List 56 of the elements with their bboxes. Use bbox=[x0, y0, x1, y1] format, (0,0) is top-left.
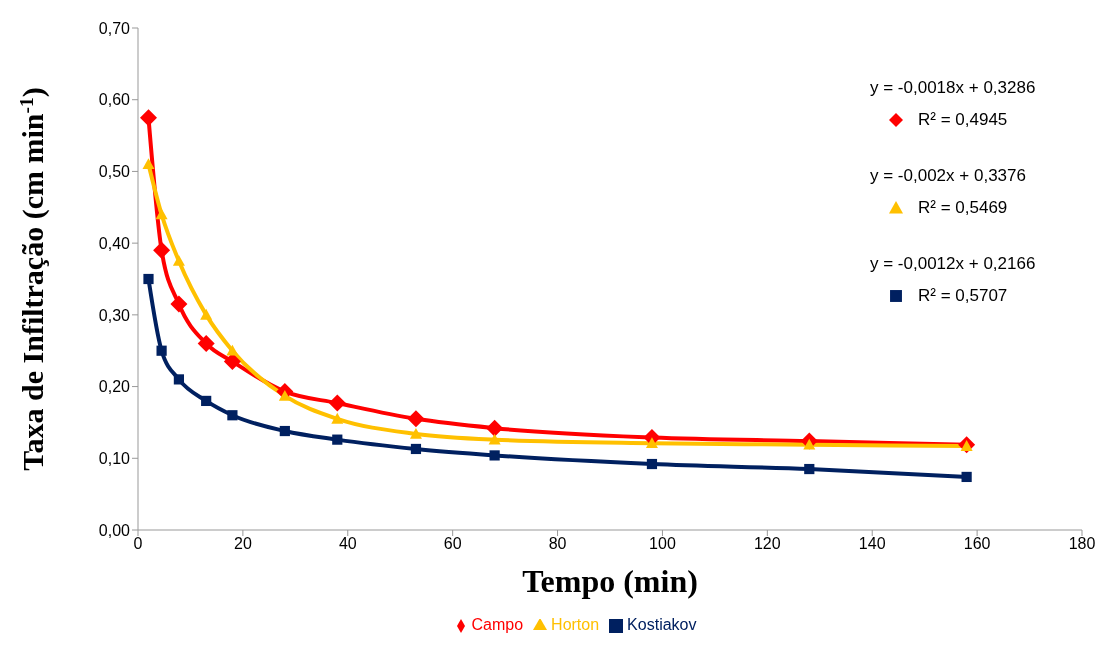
point bbox=[410, 443, 422, 455]
y-tick-label: 0,30 bbox=[98, 306, 131, 324]
point bbox=[279, 425, 290, 437]
point bbox=[155, 208, 168, 220]
y-tick-label: 0,00 bbox=[98, 521, 131, 539]
point bbox=[226, 344, 239, 356]
point bbox=[804, 463, 815, 475]
point bbox=[409, 427, 422, 439]
point bbox=[172, 255, 185, 266]
point bbox=[143, 273, 154, 285]
point bbox=[488, 433, 501, 445]
y-tick-label: 0,70 bbox=[98, 19, 131, 37]
legend-label: Horton bbox=[551, 616, 600, 633]
point bbox=[153, 241, 171, 259]
x-axis-title: Tempo (min) bbox=[522, 563, 698, 599]
point bbox=[407, 410, 425, 428]
point bbox=[332, 434, 343, 445]
annotation: y = -0,0018x + 0,3286 bbox=[870, 78, 1036, 98]
x-tick-label: 80 bbox=[548, 535, 567, 553]
x-tick-label: 140 bbox=[858, 535, 886, 553]
x-tick-label: 40 bbox=[338, 535, 357, 553]
point bbox=[201, 395, 212, 407]
point bbox=[197, 335, 215, 353]
point bbox=[200, 308, 213, 320]
y-tick-label: 0,50 bbox=[98, 163, 131, 181]
x-tick-label: 120 bbox=[753, 535, 781, 553]
y-tick-label: 0,10 bbox=[98, 449, 131, 467]
point bbox=[486, 419, 504, 437]
point bbox=[227, 410, 238, 421]
annotation: y = -0,002x + 0,3376 bbox=[870, 166, 1026, 186]
point bbox=[645, 437, 658, 449]
point bbox=[142, 158, 155, 170]
x-tick-label: 60 bbox=[443, 535, 462, 553]
point bbox=[170, 295, 188, 313]
x-tick-label: 160 bbox=[963, 535, 991, 553]
point bbox=[156, 345, 167, 356]
annotation: R² = 0,4945 bbox=[918, 110, 1008, 130]
point bbox=[328, 394, 346, 412]
legend-label: Kostiakov bbox=[627, 616, 697, 633]
y-tick-label: 0,20 bbox=[98, 378, 131, 396]
x-tick-label: 100 bbox=[649, 535, 676, 553]
legend-label: Campo bbox=[471, 616, 524, 633]
y-tick-label: 0,40 bbox=[98, 234, 131, 252]
point bbox=[139, 109, 157, 127]
annotation: y = -0,0012x + 0,2166 bbox=[870, 254, 1036, 274]
annotation: R² = 0,5469 bbox=[918, 198, 1008, 218]
point bbox=[173, 374, 185, 385]
x-tick-label: 20 bbox=[233, 535, 252, 553]
point bbox=[331, 412, 344, 424]
point bbox=[646, 458, 658, 470]
point bbox=[489, 450, 500, 461]
x-tick-label: 180 bbox=[1068, 535, 1096, 553]
point bbox=[961, 471, 972, 483]
x-tick-label: 0 bbox=[133, 535, 143, 553]
annotation: R² = 0,5707 bbox=[918, 286, 1008, 306]
y-tick-label: 0,60 bbox=[98, 91, 131, 109]
